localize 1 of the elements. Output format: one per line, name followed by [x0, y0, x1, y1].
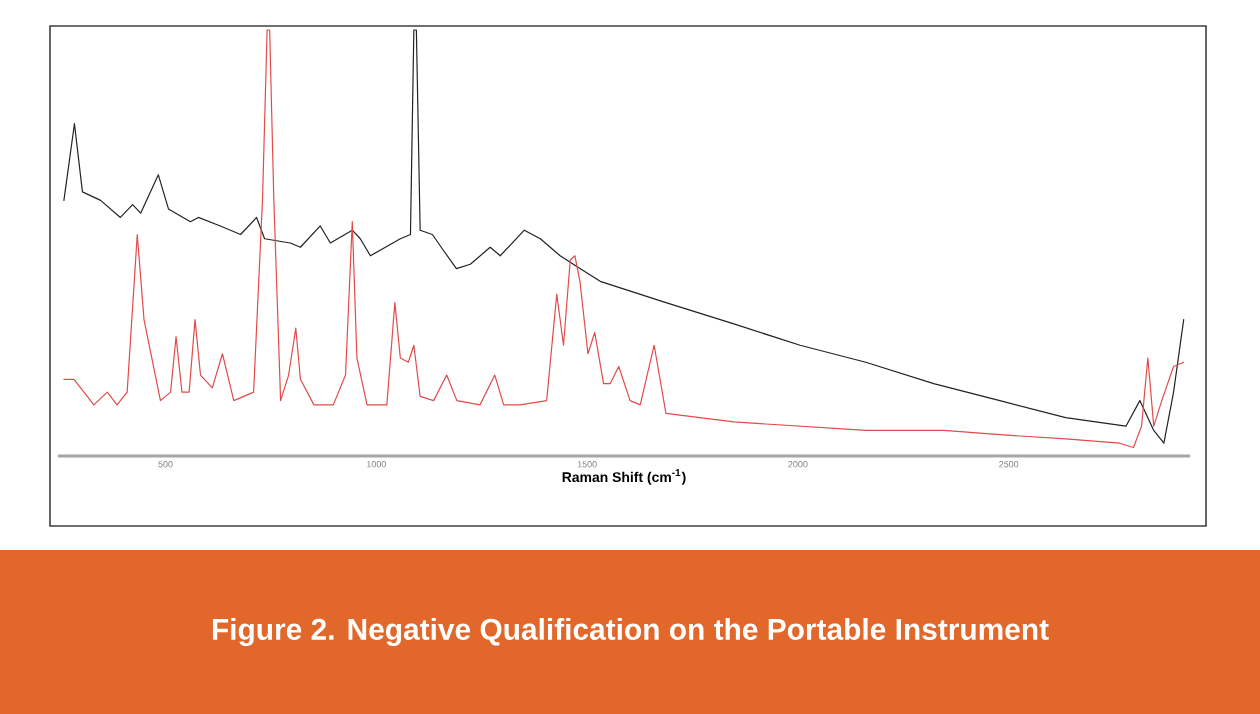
text: Figure 2. Negative Qualification on the Portable Instrument	[212, 618, 1049, 646]
